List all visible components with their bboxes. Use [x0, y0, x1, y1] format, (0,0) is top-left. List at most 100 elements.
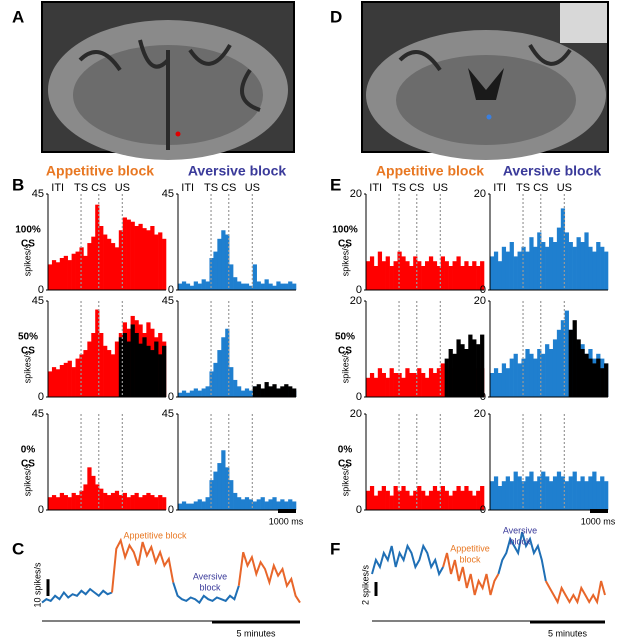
histogram-bar: [252, 386, 257, 397]
histogram-bar: [244, 388, 250, 397]
panel-label: C: [12, 539, 24, 558]
histogram-bar: [209, 371, 214, 397]
event-label: US: [245, 182, 260, 194]
histogram-bar: [233, 492, 238, 510]
histogram-bar: [229, 480, 234, 510]
histogram-bar: [181, 390, 187, 397]
rate-scale-label: 10 spikes/s: [32, 562, 42, 608]
histogram-bar: [240, 283, 246, 290]
histogram-bar: [193, 501, 198, 510]
histogram-bar: [213, 471, 218, 510]
histogram-bar: [541, 353, 546, 397]
histogram-bar: [472, 339, 477, 397]
histogram-bar: [560, 476, 566, 510]
histogram-bar: [600, 476, 605, 510]
histogram-bar: [545, 476, 550, 510]
histogram-bar: [584, 481, 589, 510]
histogram-bar: [130, 221, 135, 290]
histogram-bar: [71, 367, 76, 397]
event-label: CS: [91, 182, 106, 194]
row-label: CS: [21, 239, 35, 250]
histogram-bar: [452, 261, 457, 290]
histogram-bar: [225, 234, 230, 290]
histogram-bar: [91, 236, 96, 290]
time-scale-label: 1000 ms: [581, 516, 616, 526]
y-tick-label: 0: [168, 504, 174, 516]
histogram-bar: [248, 499, 254, 510]
histogram-bar: [556, 329, 562, 397]
histogram-bar: [377, 368, 383, 397]
histogram-bar: [272, 497, 277, 510]
row-label: CS: [338, 239, 352, 250]
histogram-bar: [221, 450, 226, 510]
histogram-bar: [158, 232, 163, 290]
histogram-bar: [385, 490, 390, 510]
histogram-bar: [425, 495, 430, 510]
histogram-bar: [150, 495, 155, 510]
histogram-bar: [440, 486, 445, 510]
histogram-bar: [556, 227, 562, 290]
y-tick-label: 0: [38, 504, 44, 516]
histogram-bar: [452, 353, 457, 397]
histogram-bar: [122, 492, 127, 510]
histogram-bar: [154, 497, 159, 510]
histogram-bar: [146, 230, 151, 290]
y-tick-label: 45: [32, 295, 44, 307]
histogram-bar: [221, 230, 226, 290]
histogram-bar: [51, 260, 57, 290]
histogram-bar: [134, 226, 139, 290]
histogram-bar: [369, 256, 375, 290]
histogram-bar: [560, 208, 566, 290]
histogram-bar: [59, 258, 65, 290]
histogram-bar: [413, 490, 418, 510]
histogram-bar: [252, 264, 257, 290]
y-tick-label: 0: [356, 504, 362, 516]
histogram-bar: [525, 476, 530, 510]
histogram-bar: [237, 281, 242, 290]
histogram-bar: [568, 329, 573, 397]
histogram-bar: [146, 345, 151, 397]
histogram-bar: [552, 242, 558, 290]
histogram-bar: [521, 246, 526, 290]
histogram-bar: [600, 368, 605, 397]
block-annotation: Aversive: [193, 571, 227, 581]
histogram-bar: [592, 363, 597, 397]
histogram-bar: [501, 481, 507, 510]
histogram-bar: [432, 486, 438, 510]
histogram-bar: [476, 344, 481, 397]
histogram-bar: [541, 242, 546, 290]
histogram-bar: [505, 368, 510, 397]
histogram-bar: [432, 373, 438, 397]
histogram-bar: [604, 481, 609, 510]
histogram-bar: [83, 350, 88, 397]
event-label: CS: [409, 182, 424, 194]
histogram-bar: [99, 333, 104, 397]
histogram-bar: [260, 283, 265, 290]
histogram-bar: [213, 362, 218, 397]
histogram-bar: [256, 499, 261, 510]
histogram-bar: [272, 285, 277, 290]
histogram-bar: [381, 261, 386, 290]
histogram-bar: [55, 369, 61, 397]
histogram-bar: [240, 390, 246, 397]
histogram-bar: [537, 232, 542, 290]
histogram-bar: [99, 488, 104, 510]
histogram-bar: [71, 492, 76, 510]
histogram-bar: [529, 237, 534, 290]
histogram-bar: [421, 490, 426, 510]
histogram-bar: [83, 255, 88, 290]
histogram-bar: [513, 256, 518, 290]
histogram-bar: [67, 497, 72, 510]
histogram-bar: [417, 261, 422, 290]
histogram-bar: [509, 481, 514, 510]
histogram-bar: [87, 243, 92, 290]
histogram-bar: [556, 471, 562, 510]
histogram-bar: [63, 495, 68, 510]
histogram-bar: [405, 368, 410, 397]
y-tick-label: 0: [356, 284, 362, 296]
histogram-bar: [588, 358, 593, 397]
histogram-bar: [596, 358, 601, 397]
histogram-bar: [541, 471, 546, 510]
histogram-bar: [444, 261, 449, 290]
histogram-bar: [233, 379, 238, 397]
